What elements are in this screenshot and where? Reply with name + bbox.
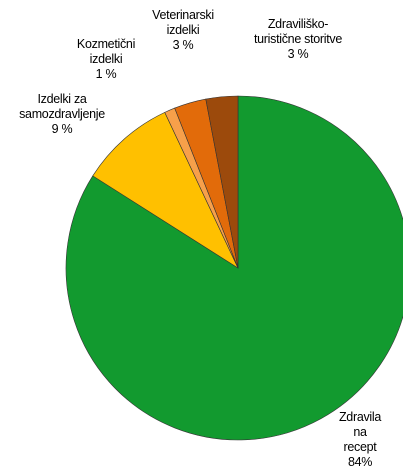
category-label: Zdravila na recept xyxy=(338,410,382,454)
slice-label: Zdraviliško- turistične storitve 3 % xyxy=(254,17,342,62)
slice-label: Veterinarski izdelki 3 % xyxy=(152,8,214,53)
slice-label: Kozmetični izdelki 1 % xyxy=(77,37,135,82)
value-label: 84% xyxy=(347,455,373,468)
value-label: 1 % xyxy=(95,67,117,81)
category-label: Kozmetični izdelki xyxy=(76,37,136,66)
value-label: 3 % xyxy=(287,47,309,61)
pie-slice xyxy=(92,111,239,269)
value-label: 3 % xyxy=(172,38,194,52)
slice-label: Izdelki za samozdravljenje 9 % xyxy=(19,92,105,137)
pie-slice xyxy=(65,95,403,441)
category-label: Zdraviliško- turistične storitve xyxy=(253,17,343,46)
category-label: Izdelki za samozdravljenje xyxy=(19,92,105,121)
value-label: 9 % xyxy=(51,122,73,136)
category-label: Veterinarski izdelki xyxy=(152,8,214,37)
slice-label: Zdravila na recept 84% xyxy=(339,410,382,468)
pie-slice xyxy=(205,95,239,269)
